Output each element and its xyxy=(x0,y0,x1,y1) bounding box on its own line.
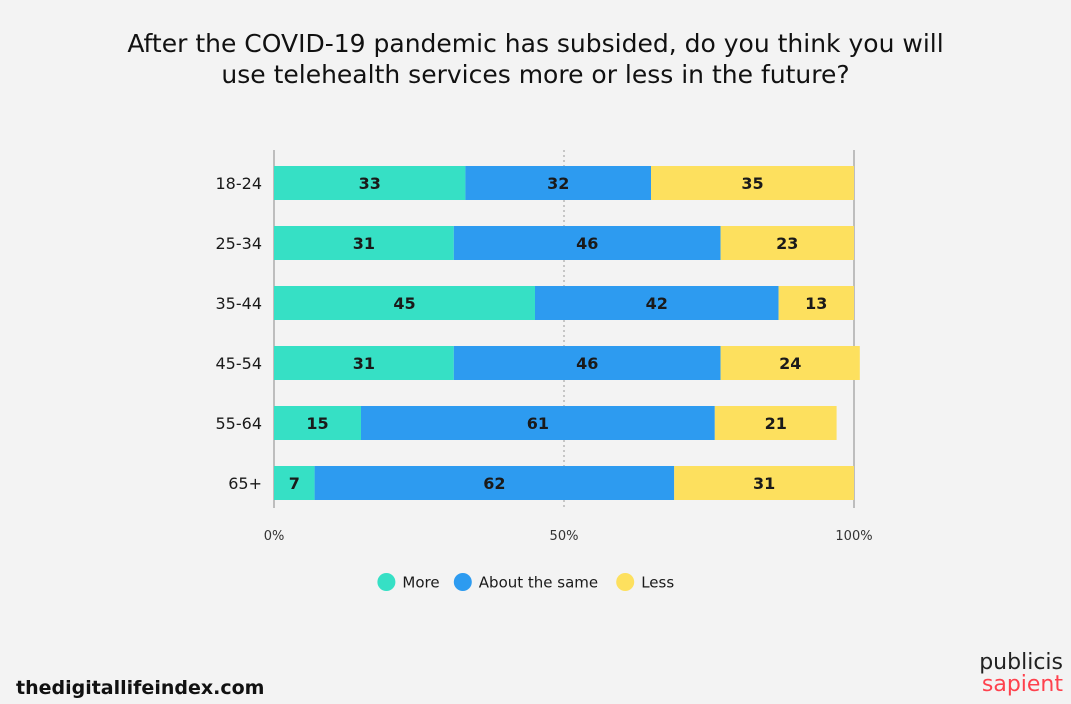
data-label: 33 xyxy=(359,174,381,193)
bar-segment xyxy=(714,406,837,440)
data-label: 7 xyxy=(289,474,300,493)
data-label: 32 xyxy=(547,174,569,193)
bar-segment xyxy=(535,286,779,320)
bar-segment xyxy=(465,166,651,200)
data-label: 31 xyxy=(753,474,775,493)
legend-swatch xyxy=(377,573,396,591)
data-label: 21 xyxy=(765,414,787,433)
category-label: 65+ xyxy=(228,474,262,493)
chart-title-line-2: use telehealth services more or less in … xyxy=(221,60,850,89)
bar-segment xyxy=(274,346,454,380)
legend-swatch xyxy=(616,573,635,591)
data-label: 31 xyxy=(353,234,375,253)
data-label: 24 xyxy=(779,354,801,373)
bar-segment xyxy=(674,466,854,500)
bar-segment xyxy=(453,346,721,380)
bar-segment xyxy=(720,346,860,380)
brand-logo-top: publicis xyxy=(979,650,1063,675)
bar-segment xyxy=(778,286,854,320)
legend-swatch xyxy=(453,573,472,591)
bar-segment xyxy=(274,466,315,500)
category-label: 18-24 xyxy=(216,174,263,193)
bar-segment xyxy=(720,226,854,260)
category-label: 55-64 xyxy=(216,414,263,433)
data-label: 23 xyxy=(776,234,798,253)
x-tick-label: 0% xyxy=(264,529,285,544)
data-label: 42 xyxy=(646,294,668,313)
data-label: 46 xyxy=(576,234,598,253)
data-label: 61 xyxy=(527,414,549,433)
chart-title-line-1: After the COVID-19 pandemic has subsided… xyxy=(127,29,944,58)
x-tick-label: 50% xyxy=(550,529,579,544)
bar-segment xyxy=(274,286,535,320)
data-label: 35 xyxy=(741,174,763,193)
bar-segment xyxy=(651,166,854,200)
bar-segment xyxy=(274,166,466,200)
category-label: 45-54 xyxy=(216,354,263,373)
data-label: 13 xyxy=(805,294,827,313)
legend-label: More xyxy=(402,574,439,592)
bar-segment xyxy=(274,226,454,260)
bar-segment xyxy=(361,406,715,440)
data-label: 62 xyxy=(483,474,505,493)
chart-title: After the COVID-19 pandemic has subsided… xyxy=(0,28,1071,90)
brand-logo-bottom: sapient xyxy=(981,672,1063,697)
footer-website: thedigitallifeindex.com xyxy=(16,677,265,699)
brand-logo: publicis sapient xyxy=(979,652,1063,696)
x-tick-label: 100% xyxy=(835,529,872,544)
legend-label: Less xyxy=(641,574,674,592)
legend-label: About the same xyxy=(479,574,598,592)
bar-segment xyxy=(274,406,361,440)
data-label: 46 xyxy=(576,354,598,373)
bar-segment xyxy=(453,226,721,260)
data-label: 15 xyxy=(306,414,328,433)
data-label: 45 xyxy=(393,294,415,313)
category-label: 25-34 xyxy=(216,234,263,253)
bar-segment xyxy=(314,466,675,500)
data-label: 31 xyxy=(353,354,375,373)
category-label: 35-44 xyxy=(216,294,263,313)
